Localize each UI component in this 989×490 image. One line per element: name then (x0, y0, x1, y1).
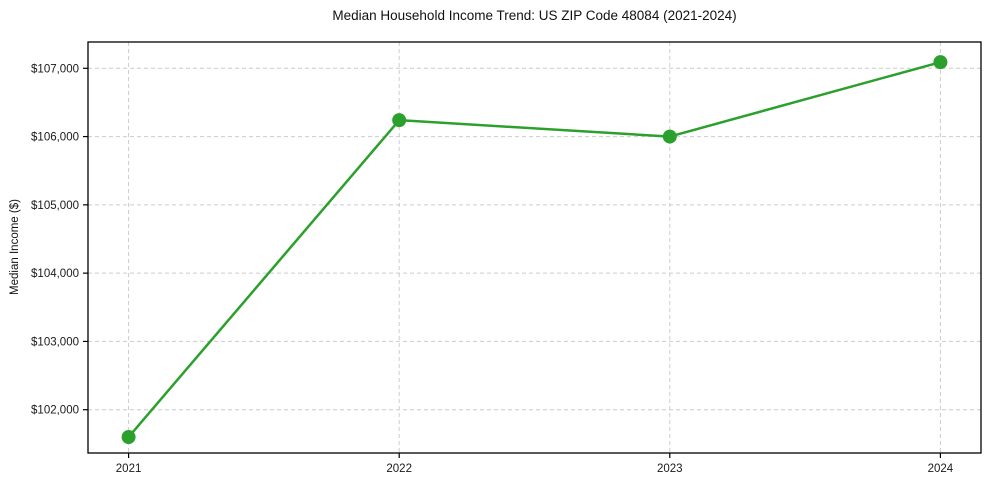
y-tick-label: $107,000 (31, 63, 79, 75)
y-tick-label: $106,000 (31, 132, 79, 144)
y-tick-label: $104,000 (31, 268, 79, 280)
data-point-marker (392, 113, 407, 128)
y-tick-label: $103,000 (31, 336, 79, 348)
data-point-marker (662, 129, 677, 144)
trend-line (127, 60, 942, 439)
x-tick-label: 2024 (928, 463, 954, 475)
data-point-marker (933, 55, 948, 70)
chart-title: Median Household Income Trend: US ZIP Co… (332, 8, 737, 23)
x-tick-label: 2022 (386, 463, 412, 475)
y-tick-label: $102,000 (31, 405, 79, 417)
x-tick-label: 2021 (116, 463, 142, 475)
y-tick-label: $105,000 (31, 200, 79, 212)
x-tick-label: 2023 (657, 463, 683, 475)
data-point-marker (121, 430, 136, 445)
plot-border (87, 41, 982, 454)
